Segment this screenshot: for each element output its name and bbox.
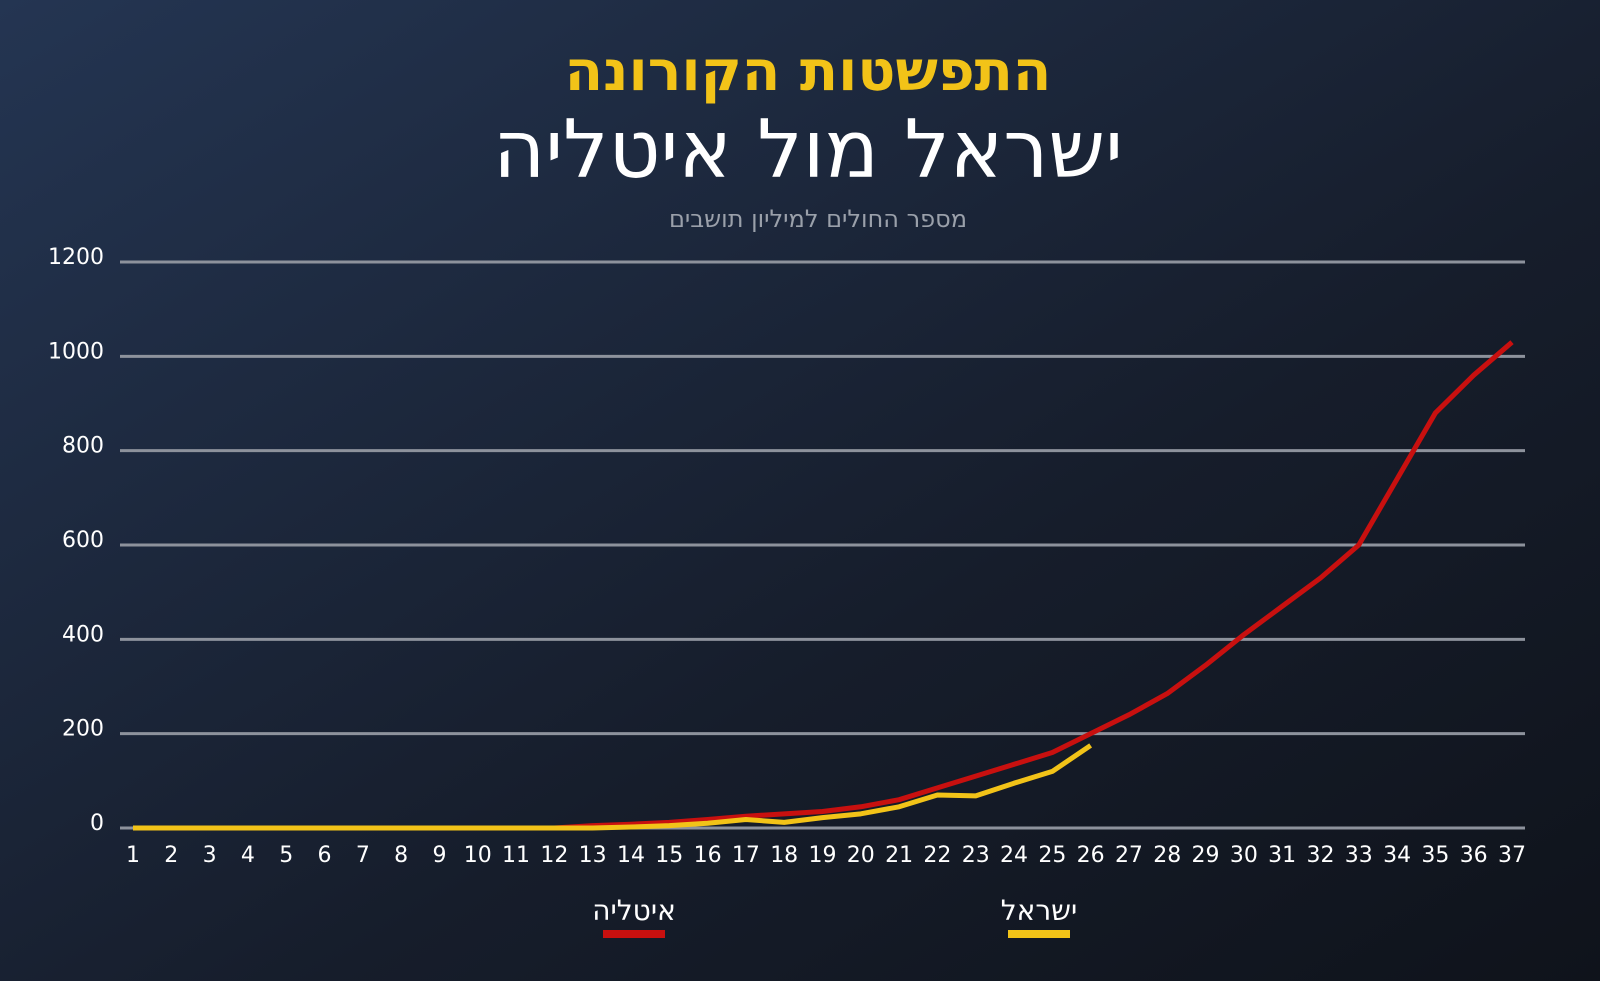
x-tick-label: 35: [1421, 843, 1449, 868]
x-tick-label: 6: [318, 843, 332, 868]
legend-label: איטליה: [592, 894, 676, 927]
y-tick-label: 200: [62, 717, 104, 742]
x-tick-label: 19: [809, 843, 837, 868]
x-tick-label: 7: [356, 843, 370, 868]
x-tick-label: 12: [540, 843, 568, 868]
x-tick-label: 32: [1306, 843, 1334, 868]
x-tick-label: 29: [1192, 843, 1220, 868]
x-tick-label: 20: [847, 843, 875, 868]
x-tick-label: 21: [885, 843, 913, 868]
x-tick-label: 16: [694, 843, 722, 868]
x-tick-label: 22: [923, 843, 951, 868]
legend-label: ישראל: [1001, 894, 1078, 927]
x-tick-label: 18: [770, 843, 798, 868]
legend-swatch: [603, 930, 665, 938]
x-tick-label: 11: [502, 843, 530, 868]
x-tick-label: 2: [164, 843, 178, 868]
y-tick-label: 600: [62, 528, 104, 553]
x-tick-label: 24: [1000, 843, 1028, 868]
x-tick-label: 15: [655, 843, 683, 868]
y-tick-label: 1200: [48, 245, 104, 270]
y-tick-label: 1000: [48, 339, 104, 364]
x-tick-label: 28: [1153, 843, 1181, 868]
x-tick-label: 17: [732, 843, 760, 868]
x-tick-label: 23: [962, 843, 990, 868]
x-tick-label: 31: [1268, 843, 1296, 868]
x-tick-label: 10: [464, 843, 492, 868]
legend-swatch: [1008, 930, 1070, 938]
x-tick-label: 14: [617, 843, 645, 868]
x-tick-label: 36: [1460, 843, 1488, 868]
y-axis-label: מספר החולים למיליון תושבים: [669, 205, 967, 233]
x-tick-label: 4: [241, 843, 255, 868]
x-tick-label: 5: [279, 843, 293, 868]
y-tick-label: 0: [90, 811, 104, 836]
series-line: [133, 743, 1093, 831]
x-tick-label: 25: [1038, 843, 1066, 868]
x-tick-label: 3: [203, 843, 217, 868]
x-tick-label: 27: [1115, 843, 1143, 868]
chart-title: התפשטות הקורונה: [565, 39, 1052, 104]
x-tick-label: 33: [1345, 843, 1373, 868]
x-tick-label: 37: [1498, 843, 1526, 868]
x-tick-label: 1: [126, 843, 140, 868]
y-tick-label: 800: [62, 434, 104, 459]
x-tick-label: 30: [1230, 843, 1258, 868]
x-tick-label: 9: [432, 843, 446, 868]
x-tick-label: 34: [1383, 843, 1411, 868]
x-tick-label: 26: [1077, 843, 1105, 868]
x-tick-label: 8: [394, 843, 408, 868]
y-tick-label: 400: [62, 622, 104, 647]
x-tick-label: 13: [579, 843, 607, 868]
chart-subtitle: ישראל מול איטליה: [493, 103, 1123, 196]
